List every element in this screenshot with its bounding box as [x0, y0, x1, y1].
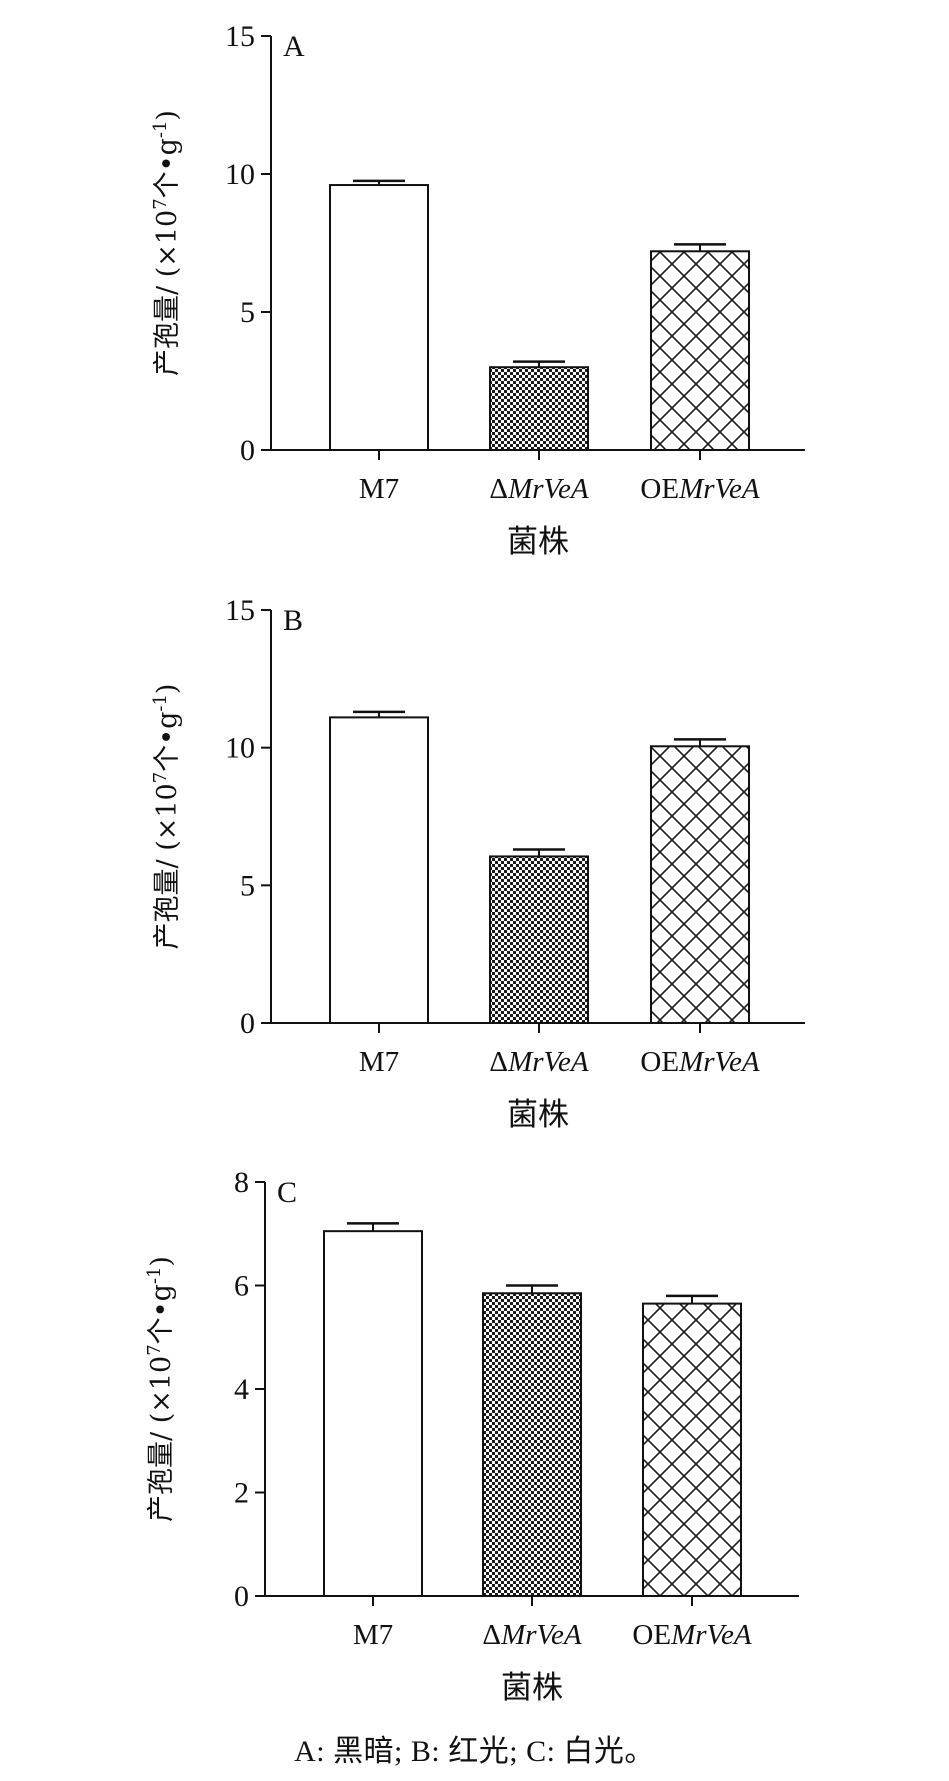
x-tick-label: M7: [359, 473, 399, 505]
x-tick-label: OEMrVeA: [632, 1619, 751, 1651]
x-tick-label: OEMrVeA: [640, 473, 759, 505]
y-tick-label: 5: [240, 296, 255, 329]
bar-0: [323, 1230, 423, 1597]
y-tick-label: 0: [240, 434, 255, 467]
x-tick-label: M7: [359, 1046, 399, 1078]
y-tick-label: 5: [240, 869, 255, 902]
panel-label: C: [277, 1176, 297, 1209]
x-tick-label: OEMrVeA: [640, 1046, 759, 1078]
y-axis-label: 产孢量/ (×107个•g-1): [150, 684, 183, 950]
y-axis-label: 产孢量/ (×107个•g-1): [144, 1256, 177, 1522]
bar-1: [489, 855, 589, 1024]
x-tick-label: M7: [353, 1619, 393, 1651]
y-tick-label: 4: [234, 1373, 249, 1406]
chart-panel-c: 0 2 4 6 8 C M7 ΔMrVeA OEMrVeA 菌株 产孢量/ (×107个•g-1): [144, 1166, 799, 1706]
y-tick-label: 0: [240, 1007, 255, 1040]
y-axis-label: 产孢量/ (×107个•g-1): [150, 110, 183, 376]
y-tick-label: 10: [225, 732, 255, 765]
chart-panel-a: 0 5 10 15 A M7 ΔMrVeA OEMrVeA 菌株 产孢量/ (×107个•g-1): [150, 20, 805, 560]
x-axis-label: 菌株: [507, 1097, 569, 1133]
x-axis-label: 菌株: [501, 1670, 563, 1706]
bar-2: [650, 250, 750, 451]
x-tick-label: ΔMrVeA: [489, 473, 588, 505]
bar-0: [329, 184, 429, 451]
y-tick-label: 8: [234, 1166, 249, 1199]
x-tick-label: ΔMrVeA: [482, 1619, 581, 1651]
bar-1: [482, 1292, 582, 1597]
bar-2: [642, 1302, 742, 1598]
panel-label: B: [283, 604, 303, 637]
y-tick-label: 15: [225, 594, 255, 627]
bar-2: [650, 745, 750, 1024]
y-tick-label: 6: [234, 1270, 249, 1303]
y-tick-label: 0: [234, 1580, 249, 1613]
bar-0: [329, 716, 429, 1024]
figure-caption: A: 黑暗; B: 红光; C: 白光。: [294, 1735, 655, 1768]
chart-panel-b: 0 5 10 15 B M7 ΔMrVeA OEMrVeA 菌株 产孢量/ (×107个•g-1): [150, 594, 805, 1133]
bar-1: [489, 366, 589, 452]
y-tick-label: 2: [234, 1477, 249, 1510]
y-tick-label: 10: [225, 158, 255, 191]
x-axis-label: 菌株: [507, 524, 569, 560]
y-tick-label: 15: [225, 20, 255, 53]
x-tick-label: ΔMrVeA: [489, 1046, 588, 1078]
panel-label: A: [283, 30, 305, 63]
